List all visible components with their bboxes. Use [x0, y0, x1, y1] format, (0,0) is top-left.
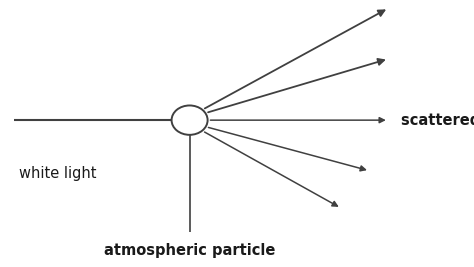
Text: scattered light: scattered light [401, 113, 474, 128]
Text: atmospheric particle: atmospheric particle [104, 244, 275, 258]
Ellipse shape [172, 105, 208, 135]
Text: white light: white light [19, 166, 97, 181]
